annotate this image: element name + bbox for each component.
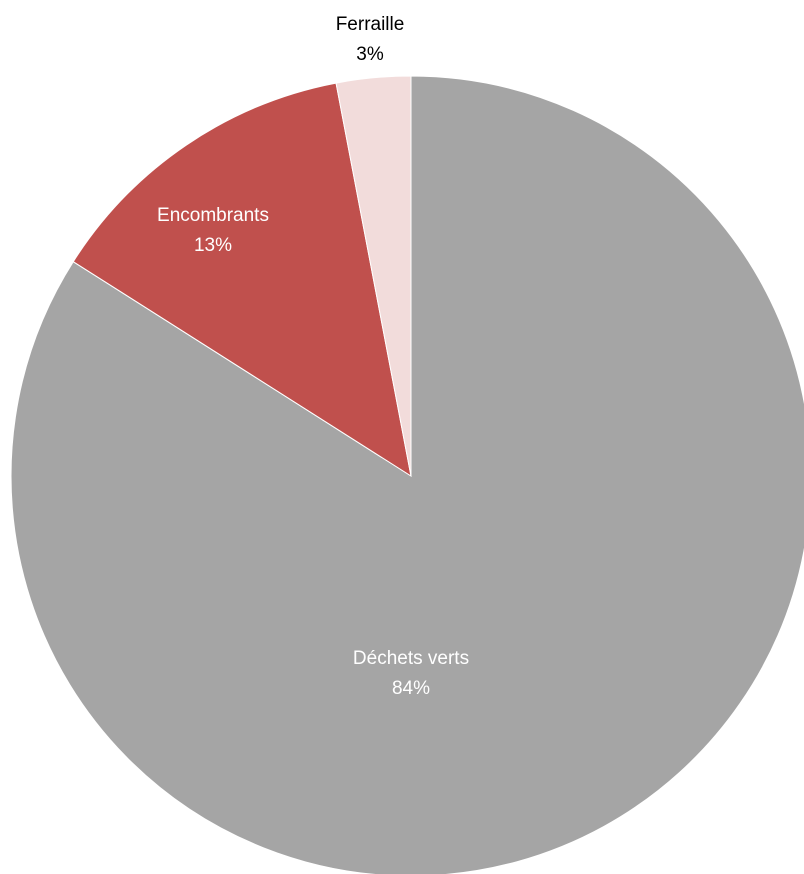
slice-value-label-d-chets-verts: 84%: [392, 678, 430, 699]
pie-slice-encombrants: [72, 82, 412, 478]
slice-label-encombrants: Encombrants: [157, 205, 269, 226]
slice-value-label-encombrants: 13%: [194, 235, 232, 256]
slice-label-ferraille: Ferraille: [336, 14, 405, 35]
slice-label-d-chets-verts: Déchets verts: [353, 648, 469, 669]
pie-slice-d-chets-verts: [10, 75, 804, 874]
pie-slice-ferraille: [335, 75, 412, 477]
slice-value-label-ferraille: 3%: [356, 44, 384, 65]
